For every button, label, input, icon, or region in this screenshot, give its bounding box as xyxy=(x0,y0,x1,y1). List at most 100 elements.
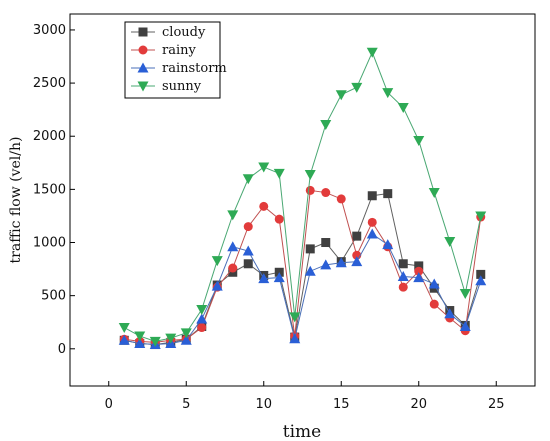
legend-label-rainy: rainy xyxy=(162,43,196,58)
series-line-rainy xyxy=(124,189,482,343)
data-point-rainstorm xyxy=(335,257,347,268)
data-point-rainstorm xyxy=(258,273,270,284)
data-point-sunny xyxy=(397,103,409,114)
x-tick-label: 25 xyxy=(488,397,505,412)
x-axis-title: time xyxy=(283,422,321,441)
series-line-cloudy xyxy=(124,193,482,346)
data-point-rainstorm xyxy=(180,334,192,345)
data-point-rainy xyxy=(321,188,331,198)
data-point-rainstorm xyxy=(273,272,285,283)
x-tick-label: 20 xyxy=(410,397,427,412)
series-sunny xyxy=(118,47,487,347)
data-point-sunny xyxy=(165,333,177,344)
data-point-rainy xyxy=(414,266,424,276)
data-point-rainstorm xyxy=(475,275,487,286)
legend-label-sunny: sunny xyxy=(162,79,202,94)
x-tick-label: 10 xyxy=(255,397,272,412)
data-point-rainy xyxy=(274,214,284,224)
data-point-cloudy xyxy=(383,189,393,199)
y-tick-label: 1500 xyxy=(33,182,66,197)
data-point-rainstorm xyxy=(413,272,425,283)
y-axis-title: traffic flow (vel/h) xyxy=(8,137,24,264)
data-point-cloudy xyxy=(398,259,408,269)
x-tick-label: 5 xyxy=(182,397,190,412)
data-point-cloudy xyxy=(321,238,331,248)
data-point-sunny xyxy=(382,88,394,99)
legend: cloudy rainy rainstorm sunny xyxy=(124,21,227,99)
x-tick-label: 0 xyxy=(105,397,113,412)
data-point-rainstorm xyxy=(196,313,208,324)
x-tick-label: 15 xyxy=(333,397,350,412)
data-point-sunny xyxy=(459,289,471,300)
data-point-rainy xyxy=(429,299,439,309)
data-point-sunny xyxy=(118,323,130,334)
data-point-rainy xyxy=(259,201,269,211)
data-point-sunny xyxy=(304,169,316,180)
data-point-rainstorm xyxy=(118,334,130,345)
series-rainstorm xyxy=(118,228,487,350)
y-tick-label: 500 xyxy=(41,289,66,304)
data-point-rainstorm xyxy=(320,259,332,270)
data-point-sunny xyxy=(134,331,146,342)
data-point-sunny xyxy=(211,256,223,267)
legend-marker-rainstorm xyxy=(137,62,149,73)
data-point-sunny xyxy=(351,82,363,93)
data-point-sunny xyxy=(320,120,332,131)
data-point-rainy xyxy=(336,194,346,204)
data-point-sunny xyxy=(149,336,161,347)
data-point-rainstorm xyxy=(304,265,316,276)
data-point-sunny xyxy=(180,328,192,339)
data-point-sunny xyxy=(444,236,456,247)
series-rainy xyxy=(119,185,486,347)
y-tick-label: 0 xyxy=(58,342,66,357)
data-point-rainy xyxy=(398,282,408,292)
y-tick-label: 1000 xyxy=(33,236,66,251)
y-tick-label: 3000 xyxy=(33,23,66,38)
data-point-cloudy xyxy=(414,261,424,271)
x-axis-ticks: 0 5 10 15 20 25 xyxy=(105,381,505,412)
y-axis-ticks: 0 500 1000 1500 2000 2500 3000 xyxy=(33,23,75,357)
y-tick-label: 2500 xyxy=(33,76,66,91)
data-point-sunny xyxy=(475,211,487,222)
data-point-rainstorm xyxy=(382,239,394,250)
data-point-rainstorm xyxy=(227,241,239,252)
plot-frame xyxy=(69,13,536,387)
legend-marker-sunny xyxy=(137,81,149,92)
data-point-sunny xyxy=(242,174,254,185)
series-layer xyxy=(118,47,487,350)
legend-marker-rainy xyxy=(138,45,148,55)
data-point-sunny xyxy=(258,162,270,173)
data-point-sunny xyxy=(366,47,378,58)
data-point-sunny xyxy=(335,90,347,101)
data-point-rainstorm xyxy=(351,256,363,267)
data-point-rainstorm xyxy=(289,333,301,344)
data-point-cloudy xyxy=(243,259,253,269)
data-point-sunny xyxy=(273,168,285,179)
data-point-rainstorm xyxy=(366,228,378,239)
data-point-rainy xyxy=(367,217,377,227)
data-point-rainstorm xyxy=(397,271,409,282)
series-cloudy xyxy=(119,189,486,350)
data-point-sunny xyxy=(289,312,301,323)
legend-marker-cloudy xyxy=(138,27,148,37)
data-point-rainstorm xyxy=(459,320,471,331)
data-point-sunny xyxy=(413,135,425,146)
data-point-rainy xyxy=(243,222,253,232)
data-point-rainy xyxy=(305,185,315,195)
data-point-cloudy xyxy=(352,231,362,241)
series-line-sunny xyxy=(124,50,482,342)
data-point-cloudy xyxy=(367,191,377,201)
legend-label-rainstorm: rainstorm xyxy=(162,61,227,76)
data-point-sunny xyxy=(227,210,239,221)
legend-label-cloudy: cloudy xyxy=(162,25,206,40)
y-tick-label: 2000 xyxy=(33,129,66,144)
data-point-cloudy xyxy=(476,269,486,279)
data-point-rainstorm xyxy=(428,278,440,289)
data-point-rainy xyxy=(197,323,207,333)
data-point-sunny xyxy=(196,304,208,315)
data-point-rainstorm xyxy=(134,337,146,348)
data-point-sunny xyxy=(428,188,440,199)
data-point-rainstorm xyxy=(444,308,456,319)
data-point-rainstorm xyxy=(242,245,254,256)
